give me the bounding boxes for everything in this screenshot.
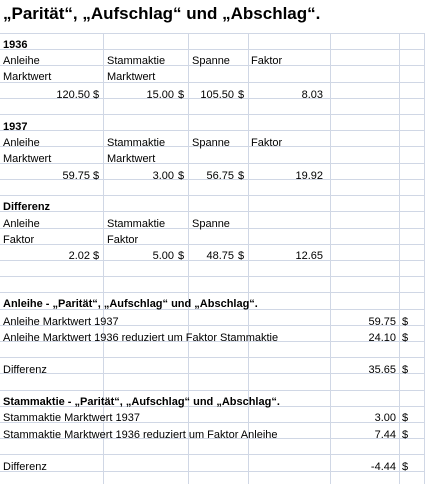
- currency-symbol: $: [93, 250, 100, 262]
- cell-1937-col-c[interactable]: Spanne: [192, 137, 230, 149]
- cell-1936-value-c[interactable]: 105.50: [200, 89, 234, 101]
- row-gridline: [0, 309, 425, 310]
- section-anleihe-header[interactable]: Anleihe - „Parität“, „Aufschlag“ und „Ab…: [3, 298, 258, 310]
- row-gridline: [0, 130, 425, 131]
- cell-1937-col-b-2[interactable]: Marktwert: [107, 153, 156, 165]
- sheet-title: „Parität“, „Aufschlag“ und „Abschlag“.: [3, 4, 321, 23]
- section-diff-header[interactable]: Differenz: [3, 201, 51, 213]
- currency-symbol: $: [402, 429, 409, 441]
- row-gridline: [0, 82, 425, 83]
- cell-1937-value-a[interactable]: 59.75: [62, 170, 90, 182]
- row-gridline: [0, 292, 425, 293]
- currency-symbol: $: [238, 250, 245, 262]
- cell-anleihe-row1-value[interactable]: 59.75: [368, 316, 396, 328]
- cell-1937-col-a-1[interactable]: Anleihe: [3, 137, 40, 149]
- row-gridline: [0, 65, 425, 66]
- row-gridline: [0, 244, 425, 245]
- column-gridline: [399, 33, 400, 484]
- cell-1936-value-b[interactable]: 15.00: [146, 89, 174, 101]
- cell-diff-col-b-1[interactable]: Stammaktie: [107, 218, 166, 230]
- column-gridline: [330, 33, 331, 484]
- cell-diff-value-b[interactable]: 5.00: [152, 250, 174, 262]
- section-stammaktie-header[interactable]: Stammaktie - „Parität“, „Aufschlag“ und …: [3, 396, 280, 408]
- section-1936-header[interactable]: 1936: [3, 39, 28, 51]
- column-gridline: [248, 33, 249, 484]
- row-gridline: [0, 406, 425, 407]
- cell-diff-value-c[interactable]: 48.75: [206, 250, 234, 262]
- cell-stammaktie-row2-label[interactable]: Stammaktie Marktwert 1936 reduziert um F…: [3, 429, 278, 441]
- cell-anleihe-diff-label[interactable]: Differenz: [3, 364, 47, 376]
- row-gridline: [0, 211, 425, 212]
- section-1937-header[interactable]: 1937: [3, 121, 28, 133]
- row-gridline: [0, 276, 425, 277]
- currency-symbol: $: [402, 364, 409, 376]
- cell-stammaktie-diff-label[interactable]: Differenz: [3, 461, 47, 473]
- cell-1937-col-d[interactable]: Faktor: [251, 137, 283, 149]
- cell-1936-value-a[interactable]: 120.50: [56, 89, 90, 101]
- cell-1936-col-b-1[interactable]: Stammaktie: [107, 55, 166, 67]
- cell-diff-value-a[interactable]: 2.02: [68, 250, 90, 262]
- cell-stammaktie-diff-value[interactable]: -4.44: [370, 461, 396, 473]
- row-gridline: [0, 195, 425, 196]
- row-gridline: [0, 33, 425, 34]
- currency-symbol: $: [402, 316, 409, 328]
- cell-diff-col-b-2[interactable]: Faktor: [107, 234, 139, 246]
- cell-anleihe-diff-value[interactable]: 35.65: [368, 364, 396, 376]
- currency-symbol: $: [238, 89, 245, 101]
- column-gridline: [188, 33, 189, 484]
- cell-anleihe-row2-label[interactable]: Anleihe Marktwert 1936 reduziert um Fakt…: [3, 332, 279, 344]
- cell-1936-col-c[interactable]: Spanne: [192, 55, 230, 67]
- cell-anleihe-row1-label[interactable]: Anleihe Marktwert 1937: [3, 316, 119, 328]
- cell-1937-value-b[interactable]: 3.00: [152, 170, 174, 182]
- row-gridline: [0, 114, 425, 115]
- currency-symbol: $: [402, 461, 409, 473]
- cell-1937-col-a-2[interactable]: Marktwert: [3, 153, 52, 165]
- currency-symbol: $: [178, 89, 185, 101]
- cell-stammaktie-row1-value[interactable]: 3.00: [374, 412, 396, 424]
- row-gridline: [0, 146, 425, 147]
- cell-stammaktie-row1-label[interactable]: Stammaktie Marktwert 1937: [3, 412, 140, 424]
- cell-1936-col-d[interactable]: Faktor: [251, 55, 283, 67]
- row-gridline: [0, 260, 425, 261]
- row-gridline: [0, 438, 425, 439]
- cell-diff-col-a-1[interactable]: Anleihe: [3, 218, 40, 230]
- row-gridline: [0, 325, 425, 326]
- cell-diff-value-d[interactable]: 12.65: [295, 250, 323, 262]
- row-gridline: [0, 422, 425, 423]
- currency-symbol: $: [178, 170, 185, 182]
- row-gridline: [0, 471, 425, 472]
- row-gridline: [0, 341, 425, 342]
- currency-symbol: $: [178, 250, 185, 262]
- row-gridline: [0, 228, 425, 229]
- row-gridline: [0, 454, 425, 455]
- row-gridline: [0, 49, 425, 50]
- cell-1936-value-d[interactable]: 8.03: [301, 89, 323, 101]
- currency-symbol: $: [402, 332, 409, 344]
- column-gridline: [103, 33, 104, 484]
- cell-diff-col-a-2[interactable]: Faktor: [3, 234, 35, 246]
- currency-symbol: $: [93, 170, 100, 182]
- cell-stammaktie-row2-value[interactable]: 7.44: [374, 429, 396, 441]
- row-gridline: [0, 98, 425, 99]
- row-gridline: [0, 390, 425, 391]
- row-gridline: [0, 179, 425, 180]
- row-gridline: [0, 373, 425, 374]
- currency-symbol: $: [238, 170, 245, 182]
- cell-1937-value-d[interactable]: 19.92: [295, 170, 323, 182]
- cell-1937-value-c[interactable]: 56.75: [206, 170, 234, 182]
- row-gridline: [0, 357, 425, 358]
- cell-1936-col-b-2[interactable]: Marktwert: [107, 71, 156, 83]
- currency-symbol: $: [402, 412, 409, 424]
- cell-anleihe-row2-value[interactable]: 24.10: [368, 332, 396, 344]
- row-gridline: [0, 163, 425, 164]
- currency-symbol: $: [93, 89, 100, 101]
- cell-diff-col-c[interactable]: Spanne: [192, 218, 230, 230]
- cell-1936-col-a-2[interactable]: Marktwert: [3, 71, 52, 83]
- cell-1936-col-a-1[interactable]: Anleihe: [3, 55, 40, 67]
- cell-1937-col-b-1[interactable]: Stammaktie: [107, 137, 166, 149]
